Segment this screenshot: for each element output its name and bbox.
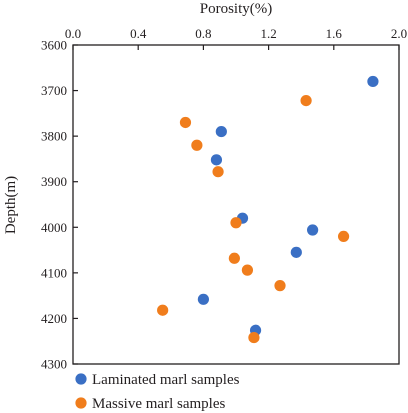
y-tick-label: 4200 [41, 311, 67, 326]
data-point [307, 224, 319, 236]
y-axis-title: Depth(m) [3, 176, 19, 234]
x-axis: 0.0 0.4 0.8 1.2 1.6 2.0 [65, 26, 407, 50]
x-tick-label: 0.8 [195, 26, 211, 41]
y-tick-label: 4000 [41, 220, 67, 235]
data-point [248, 331, 260, 344]
data-point [212, 166, 224, 178]
data-point [197, 293, 209, 305]
y-tick-label: 3900 [41, 174, 67, 189]
data-point [179, 116, 192, 129]
series-massive [157, 94, 350, 344]
legend-marker [75, 373, 87, 385]
data-point [241, 264, 254, 276]
legend: Laminated marl samples Massive marl sampl… [75, 372, 240, 412]
data-point [157, 304, 169, 316]
data-points [157, 75, 379, 344]
data-point [215, 125, 227, 138]
x-tick-label: 1.2 [260, 26, 276, 41]
data-point [290, 246, 302, 258]
data-point [228, 252, 240, 264]
y-tick-label: 3800 [41, 129, 67, 144]
y-axis: 3600 3700 3800 3900 4000 4100 4200 4300 [41, 38, 78, 372]
y-tick-label: 3600 [41, 38, 67, 53]
data-point [210, 154, 223, 166]
data-point [300, 94, 312, 107]
y-tick-label: 4300 [41, 357, 67, 372]
x-axis-title: Porosity(%) [200, 1, 273, 17]
data-point [367, 75, 379, 88]
data-point [191, 139, 203, 151]
series-laminated [197, 75, 379, 336]
data-point [230, 217, 242, 229]
x-tick-label: 0.0 [65, 26, 81, 41]
y-tick-label: 4100 [41, 265, 67, 280]
legend-marker [75, 397, 87, 409]
legend-label: Laminated marl samples [92, 372, 240, 388]
x-tick-label: 0.4 [130, 26, 147, 41]
legend-label: Massive marl samples [92, 396, 225, 412]
y-tick-label: 3700 [41, 83, 67, 98]
x-tick-label: 2.0 [391, 26, 407, 41]
data-point [274, 280, 286, 292]
data-point [337, 230, 350, 242]
x-tick-label: 1.6 [326, 26, 343, 41]
plot-frame [72, 44, 400, 365]
